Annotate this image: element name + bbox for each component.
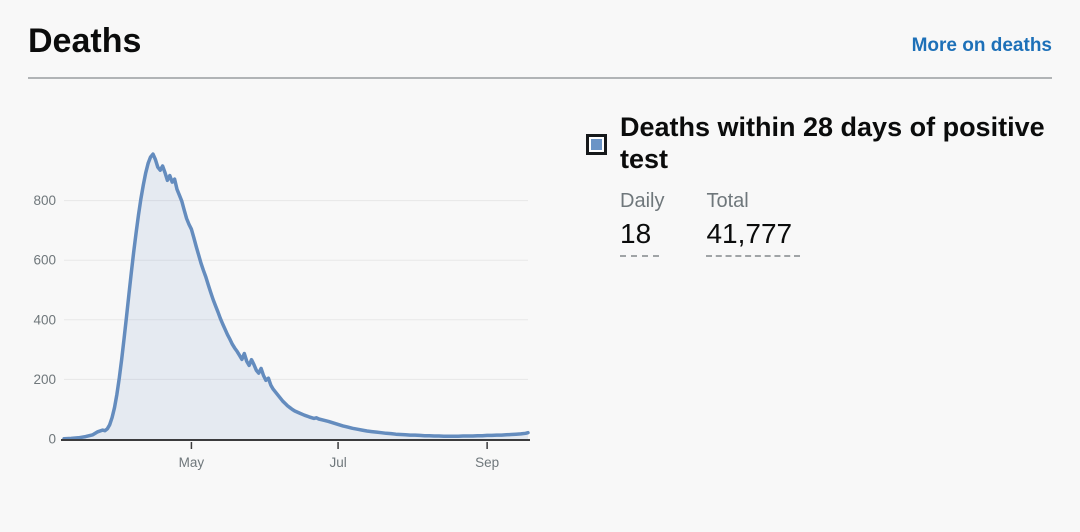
deaths-chart-figure: 0 200 400 600 800 May Jul Sep (28, 79, 562, 474)
svg-text:May: May (179, 455, 205, 470)
svg-text:800: 800 (33, 193, 56, 208)
svg-text:200: 200 (33, 372, 56, 387)
deaths-chart[interactable]: 0 200 400 600 800 May Jul Sep (28, 129, 533, 474)
svg-text:Sep: Sep (475, 455, 499, 470)
legend-title: Deaths within 28 days of positive test (620, 112, 1045, 175)
stat-value[interactable]: 41,777 (706, 218, 801, 257)
legend-swatch-icon (586, 134, 607, 156)
deaths-panel: Deaths More on deaths 0 200 400 600 800 May Ju… (28, 0, 1052, 474)
svg-text:Jul: Jul (329, 455, 346, 470)
header-divider (28, 77, 1052, 80)
legend-row: Deaths within 28 days of positive test (586, 111, 1052, 176)
stat-label: Total (706, 189, 749, 212)
stat-value[interactable]: 18 (620, 218, 660, 257)
stats-row: Daily 18 Total 41,777 (620, 190, 1052, 257)
stat-total: Total 41,777 (706, 189, 801, 257)
stat-daily: Daily 18 (620, 190, 664, 257)
panel-header: Deaths More on deaths (28, 0, 1052, 77)
more-on-deaths-link[interactable]: More on deaths (911, 35, 1052, 57)
svg-text:600: 600 (33, 253, 56, 268)
page-title: Deaths (28, 22, 142, 60)
svg-text:400: 400 (33, 312, 56, 327)
panel-body: 0 200 400 600 800 May Jul Sep Deaths within 28 … (28, 79, 1052, 474)
stat-label: Daily (620, 189, 665, 212)
svg-text:0: 0 (48, 432, 56, 447)
chart-summary: Deaths within 28 days of positive test D… (562, 79, 1052, 474)
